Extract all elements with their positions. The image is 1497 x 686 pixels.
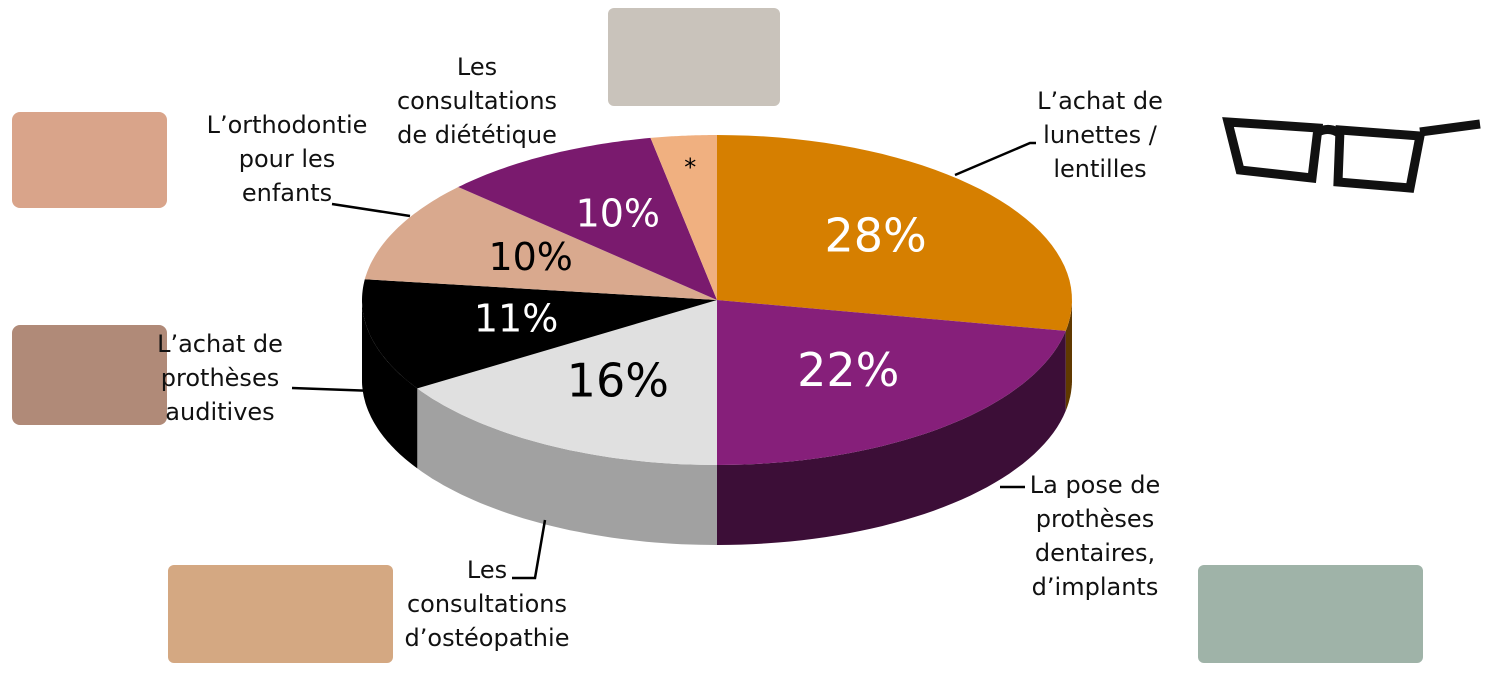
value-label: 10% — [488, 235, 572, 279]
slice-side — [1065, 300, 1072, 411]
leader-line — [512, 519, 547, 580]
value-label: 10% — [576, 192, 660, 236]
slice-side — [362, 300, 418, 469]
leader-line — [954, 141, 1036, 177]
category-label: L’achat de lunettes / lentilles — [1037, 87, 1163, 183]
category-label: Les consultations de diététique — [396, 53, 558, 149]
slice — [717, 135, 1072, 331]
category-label: L’orthodontie pour les enfants — [206, 111, 368, 207]
glasses-icon — [1222, 117, 1481, 193]
photos — [12, 8, 1481, 663]
value-label: 28% — [824, 209, 926, 263]
slice — [362, 279, 717, 389]
value-label: 16% — [567, 353, 669, 407]
slice-side — [717, 330, 1066, 545]
category-label: L’achat de prothèses auditives — [157, 330, 283, 426]
photo — [12, 325, 167, 425]
value-label: 22% — [797, 343, 899, 397]
slice — [364, 187, 717, 300]
photo — [12, 112, 167, 208]
photo — [1198, 565, 1423, 663]
value-label: * — [684, 154, 696, 182]
slice-side — [417, 388, 717, 545]
value-label: 11% — [474, 296, 558, 340]
leader-line — [331, 202, 411, 218]
category-label: Les consultations d’ostéopathie — [404, 556, 570, 652]
pie: 28% 22% 16%11% 10%10% * — [362, 135, 1072, 545]
slice — [417, 300, 717, 465]
photo — [608, 8, 780, 106]
slice — [458, 137, 717, 300]
slice — [650, 135, 717, 300]
leader-line — [291, 386, 376, 393]
category-label: La pose de prothèses dentaires, d’implan… — [1029, 471, 1161, 601]
slice — [717, 300, 1066, 465]
photo — [168, 565, 393, 663]
leader-lines — [291, 141, 1036, 580]
